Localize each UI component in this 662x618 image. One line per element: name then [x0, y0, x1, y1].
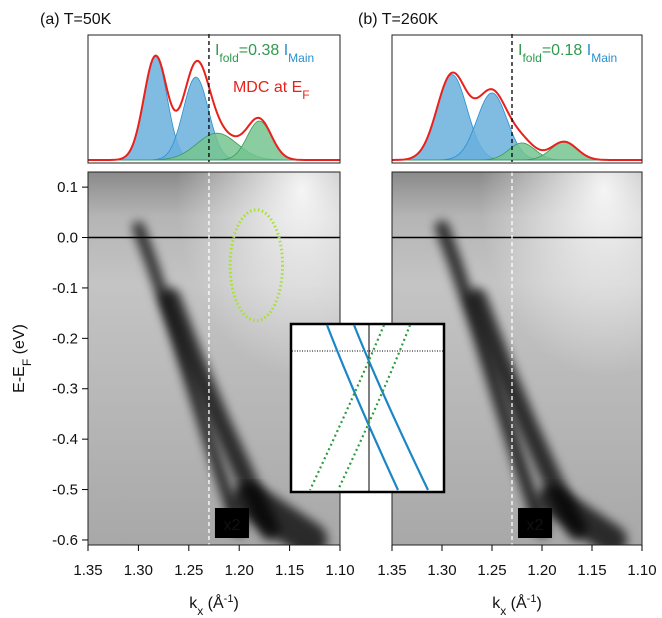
scale-label-bg	[518, 508, 552, 538]
text-part: F	[302, 88, 309, 102]
y-tick-label: -0.4	[52, 431, 78, 448]
text-part: =0.18	[542, 42, 587, 59]
text-part: -1	[224, 593, 234, 605]
text-part: k	[189, 595, 198, 612]
scale-label-bg	[214, 508, 249, 538]
text-part: I	[587, 42, 591, 59]
inset-main-band	[352, 324, 429, 491]
x-axis-label: kx (Å-1)	[189, 593, 239, 618]
mdc-annotation: Ifold=0.38 IMain	[215, 42, 314, 65]
y-tick-label: -0.1	[52, 280, 78, 297]
x-tick-label: 1.30	[427, 562, 456, 579]
band	[132, 221, 246, 536]
text-part: x	[500, 604, 506, 618]
y-axis-label: E-EF (eV)	[11, 324, 34, 393]
mdc-label: MDC at EF	[233, 79, 310, 102]
text-part: fold	[219, 51, 238, 65]
x-tick-label: 1.30	[124, 562, 153, 579]
text-part: E-E	[11, 366, 28, 393]
text-part: I	[284, 42, 288, 59]
y-tick-label: -0.5	[52, 482, 78, 499]
y-tick-label: 0.0	[57, 230, 78, 247]
inset-folded-band	[309, 324, 386, 491]
text-part: x	[197, 604, 203, 618]
band	[435, 220, 549, 537]
mdc-frame	[87, 34, 341, 164]
x-tick-label: 1.25	[477, 562, 506, 579]
text-part: =0.38	[239, 42, 284, 59]
y-tick-label: -0.2	[52, 330, 78, 347]
x-tick-label: 1.20	[527, 562, 556, 579]
band	[537, 484, 627, 545]
text-part: (eV)	[11, 324, 28, 359]
x-tick-label: 1.15	[275, 562, 304, 579]
mdc-frame	[391, 34, 643, 164]
x-tick-label: 1.15	[577, 562, 606, 579]
x-tick-label: 1.35	[377, 562, 406, 579]
text-part: )	[233, 595, 238, 612]
x-tick-label: 1.10	[627, 562, 656, 579]
y-tick-label: 0.1	[57, 179, 78, 196]
x-axis-label: kx (Å-1)	[492, 593, 542, 618]
scale-label: x2	[527, 517, 544, 534]
text-part: Main	[591, 51, 617, 65]
text-part: -1	[527, 593, 537, 605]
mdc-fit	[88, 54, 340, 161]
text-part: (Å	[506, 593, 527, 612]
mdc-annotation: Ifold=0.18 IMain	[518, 42, 617, 65]
x-tick-label: 1.20	[225, 562, 254, 579]
highlight-circle	[228, 208, 285, 323]
text-part: F	[20, 359, 34, 366]
band	[231, 481, 328, 545]
inset-main-band	[325, 324, 399, 491]
y-tick-label: -0.6	[52, 532, 78, 549]
text-part: I	[215, 42, 219, 59]
text-part: fold	[522, 51, 541, 65]
x-tick-label: 1.10	[325, 562, 354, 579]
mdc-fit	[391, 71, 642, 161]
x-tick-label: 1.35	[73, 562, 102, 579]
text-part: MDC at E	[233, 79, 302, 96]
panel-title: (b) T=260K	[358, 11, 439, 28]
inset-schematic	[289, 322, 446, 494]
text-part: k	[492, 595, 501, 612]
inset-frame	[289, 322, 446, 494]
panel-title: (a) T=50K	[40, 11, 112, 28]
y-tick-label: -0.3	[52, 381, 78, 398]
x-tick-label: 1.25	[174, 562, 203, 579]
text-part: I	[518, 42, 522, 59]
text-part: Main	[288, 51, 314, 65]
text-part: (Å	[203, 593, 224, 612]
text-part: )	[536, 595, 541, 612]
scale-label: x2	[224, 517, 241, 534]
